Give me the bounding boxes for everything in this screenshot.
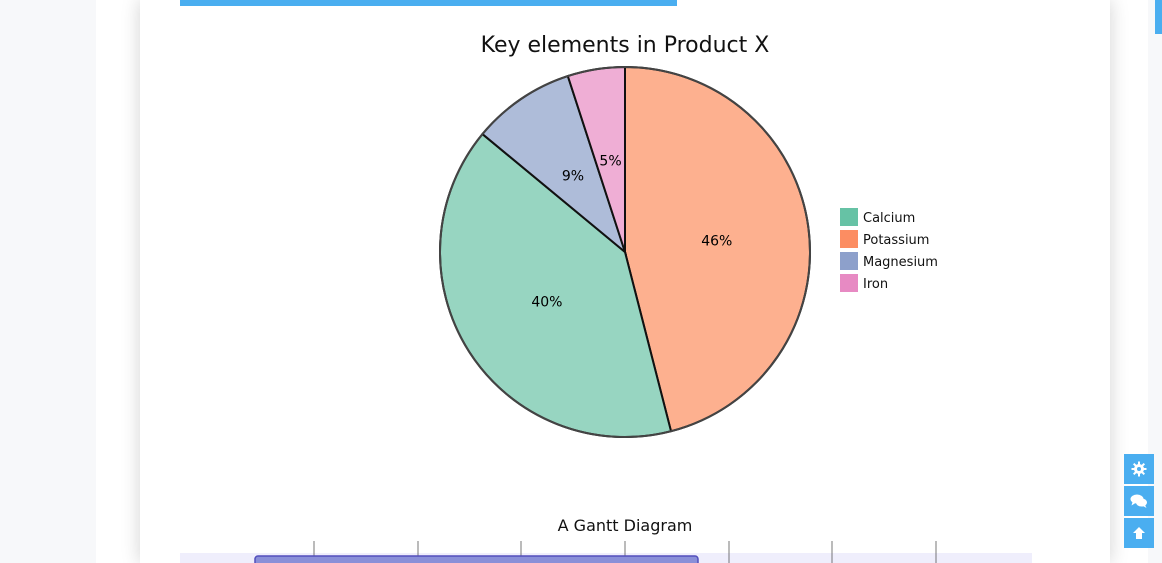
legend-swatch-magnesium: [840, 252, 858, 270]
pie-label-iron: 5%: [599, 154, 621, 170]
legend-swatch-potassium: [840, 230, 858, 248]
pie-label-potassium: 46%: [701, 233, 732, 249]
chart-title: Key elements in Product X: [481, 33, 770, 58]
scroll-top-button[interactable]: [1124, 518, 1154, 548]
pie-slices: [439, 65, 811, 438]
chat-icon: [1130, 494, 1147, 508]
pie-label-magnesium: 9%: [562, 168, 584, 184]
legend-swatch-calcium: [840, 208, 858, 226]
pie-slice-labels: 46% 40% 9% 5%: [531, 154, 732, 311]
legend-label-iron: Iron: [863, 277, 888, 292]
settings-button[interactable]: [1124, 454, 1154, 484]
pie-chart: Key elements in Product X 46% 40% 9% 5% Cal…: [439, 33, 938, 438]
legend-label-potassium: Potassium: [863, 233, 929, 248]
chart-legend: Calcium Potassium Magnesium Iron: [840, 208, 938, 292]
arrow-up-icon: [1133, 527, 1145, 539]
chat-button[interactable]: [1124, 486, 1154, 516]
scrollbar-thumb[interactable]: [1155, 0, 1162, 34]
left-margin: [0, 0, 96, 563]
legend-label-magnesium: Magnesium: [863, 255, 938, 270]
pie-outline: [439, 66, 811, 438]
gear-icon: [1131, 461, 1147, 477]
gantt-title: A Gantt Diagram: [558, 516, 693, 535]
pie-label-calcium: 40%: [531, 295, 562, 311]
legend-swatch-iron: [840, 274, 858, 292]
gantt-task-bar[interactable]: [254, 555, 699, 563]
legend-label-calcium: Calcium: [863, 211, 915, 226]
accent-bar: [180, 0, 677, 6]
